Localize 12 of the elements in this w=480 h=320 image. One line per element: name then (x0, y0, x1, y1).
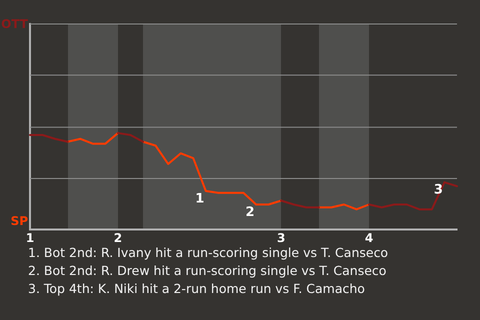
annotation: 3 (434, 182, 443, 198)
annotation: 1 (195, 191, 204, 206)
annotation: 2 (246, 204, 255, 220)
text: OTT (1, 17, 28, 31)
x-tick-label: 4 (364, 230, 374, 245)
text: 1. Bot 2nd: R. Ivany hit a run-scoring single vs T. Canseco (28, 244, 388, 262)
x-tick-label: 3 (276, 230, 286, 245)
text: SP (10, 214, 28, 228)
x-tick-label: 2 (114, 230, 122, 245)
text: 3. Top 4th: K. Niki hit a 2-run home run vs F. Camacho (28, 280, 366, 298)
text: 2. Bot 2nd: R. Drew hit a run-scoring single vs T. Canseco (28, 262, 388, 280)
x-tick-label: 1 (26, 230, 34, 245)
